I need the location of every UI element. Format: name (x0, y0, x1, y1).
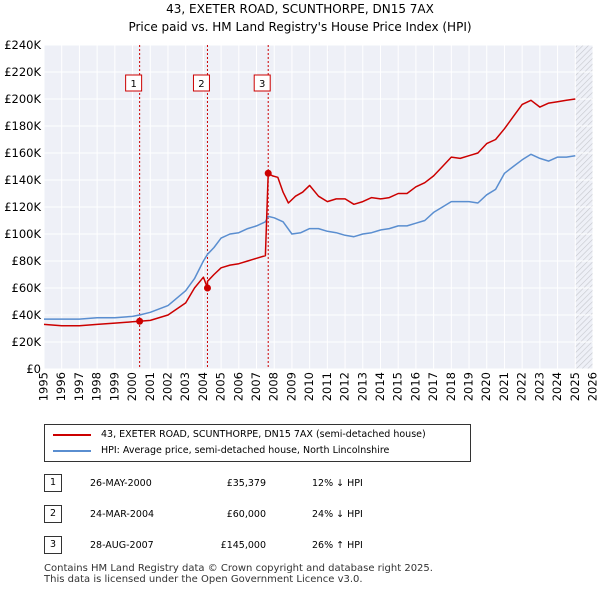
x-tick-label: 2003 (178, 372, 192, 401)
x-tick-label: 2014 (373, 372, 387, 401)
sale-point (136, 317, 144, 325)
x-tick-label: 2004 (196, 372, 210, 401)
x-tick-label: 1997 (72, 372, 86, 401)
x-tick-label: 1998 (90, 372, 104, 401)
y-tick-label: £120K (4, 200, 41, 214)
sale-date: 24-MAR-2004 (90, 509, 155, 520)
x-tick-label: 2011 (320, 372, 334, 401)
sale-row: 1 26-MAY-2000 £35,379 12% ↓ HPI (44, 474, 564, 492)
x-tick-label: 2001 (143, 372, 157, 401)
sale-point (264, 169, 272, 177)
sale-date: 26-MAY-2000 (90, 478, 152, 489)
x-tick-label: 2006 (231, 372, 245, 401)
x-tick-label: 1995 (37, 372, 51, 401)
sale-hpi-diff: 24% ↓ HPI (312, 509, 363, 520)
x-tick-label: 2007 (249, 372, 263, 401)
chart-title: 43, EXETER ROAD, SCUNTHORPE, DN15 7AX (166, 2, 434, 16)
sale-point (203, 284, 211, 292)
x-tick-label: 2002 (160, 372, 174, 401)
x-tick-label: 2022 (515, 372, 529, 401)
annotation-box (125, 74, 143, 92)
legend-swatch-hpi (53, 450, 91, 452)
x-tick-label: 2025 (568, 372, 582, 401)
sale-price: £145,000 (220, 540, 266, 551)
sale-number-badge: 2 (44, 505, 62, 523)
annotation-label: 3 (259, 79, 265, 90)
x-tick-label: 2016 (408, 372, 422, 401)
x-tick-label: 1996 (54, 372, 68, 401)
footer-copyright: Contains HM Land Registry data © Crown c… (44, 563, 433, 574)
sale-number-badge: 3 (44, 536, 62, 554)
y-tick-label: £200K (4, 92, 41, 106)
x-tick-label: 2000 (125, 372, 139, 401)
x-tick-label: 2021 (497, 372, 511, 401)
price-chart: £0 £20K £40K £60K £80K £100K £120K £140K £160K £1… (4, 38, 600, 401)
series-line-hpi (44, 153, 576, 320)
series-line-property (43, 98, 576, 327)
sale-hpi-diff: 26% ↑ HPI (312, 540, 363, 551)
annotation-box (253, 74, 271, 92)
legend-swatch-property (53, 434, 91, 436)
y-tick-label: £40K (12, 308, 42, 322)
y-tick-label: £140K (4, 173, 41, 187)
x-tick-label: 2012 (338, 372, 352, 401)
x-tick-label: 2024 (550, 372, 564, 401)
annotation-label: 1 (130, 79, 136, 90)
x-tick-label: 2019 (462, 372, 476, 401)
x-tick-label: 2010 (302, 372, 316, 401)
y-tick-label: £100K (4, 227, 41, 241)
annotation-box (192, 74, 210, 92)
y-tick-label: £240K (4, 38, 41, 52)
chart-subtitle: Price paid vs. HM Land Registry's House … (128, 20, 472, 34)
sale-hpi-diff: 12% ↓ HPI (312, 478, 363, 489)
y-tick-label: £160K (4, 146, 41, 160)
x-tick-label: 2015 (391, 372, 405, 401)
y-tick-label: £180K (4, 119, 41, 133)
footer-license: This data is licensed under the Open Gov… (44, 574, 363, 585)
sale-price: £60,000 (226, 509, 266, 520)
x-tick-label: 2018 (444, 372, 458, 401)
x-tick-label: 2023 (532, 372, 546, 401)
x-tick-label: 1999 (107, 372, 121, 401)
x-tick-label: 2008 (267, 372, 281, 401)
x-tick-label: 2020 (479, 372, 493, 401)
sale-date: 28-AUG-2007 (90, 540, 154, 551)
x-tick-label: 2013 (355, 372, 369, 401)
sale-price: £35,379 (226, 478, 266, 489)
y-tick-label: £20K (12, 335, 42, 349)
x-tick-label: 2009 (284, 372, 298, 401)
legend-label-property: 43, EXETER ROAD, SCUNTHORPE, DN15 7AX (s… (101, 429, 426, 440)
legend-label-hpi: HPI: Average price, semi-detached house,… (101, 445, 390, 456)
annotation-label: 2 (198, 79, 204, 90)
y-tick-label: £220K (4, 65, 41, 79)
y-tick-label: £80K (12, 254, 42, 268)
y-tick-label: £0 (26, 362, 41, 376)
x-tick-label: 2026 (586, 372, 600, 401)
sale-row: 3 28-AUG-2007 £145,000 26% ↑ HPI (44, 536, 564, 554)
y-tick-label: £60K (12, 281, 42, 295)
legend: 43, EXETER ROAD, SCUNTHORPE, DN15 7AX (s… (44, 424, 471, 462)
sale-row: 2 24-MAR-2004 £60,000 24% ↓ HPI (44, 505, 564, 523)
x-tick-label: 2017 (426, 372, 440, 401)
x-tick-label: 2005 (214, 372, 228, 401)
sale-number-badge: 1 (44, 474, 62, 492)
